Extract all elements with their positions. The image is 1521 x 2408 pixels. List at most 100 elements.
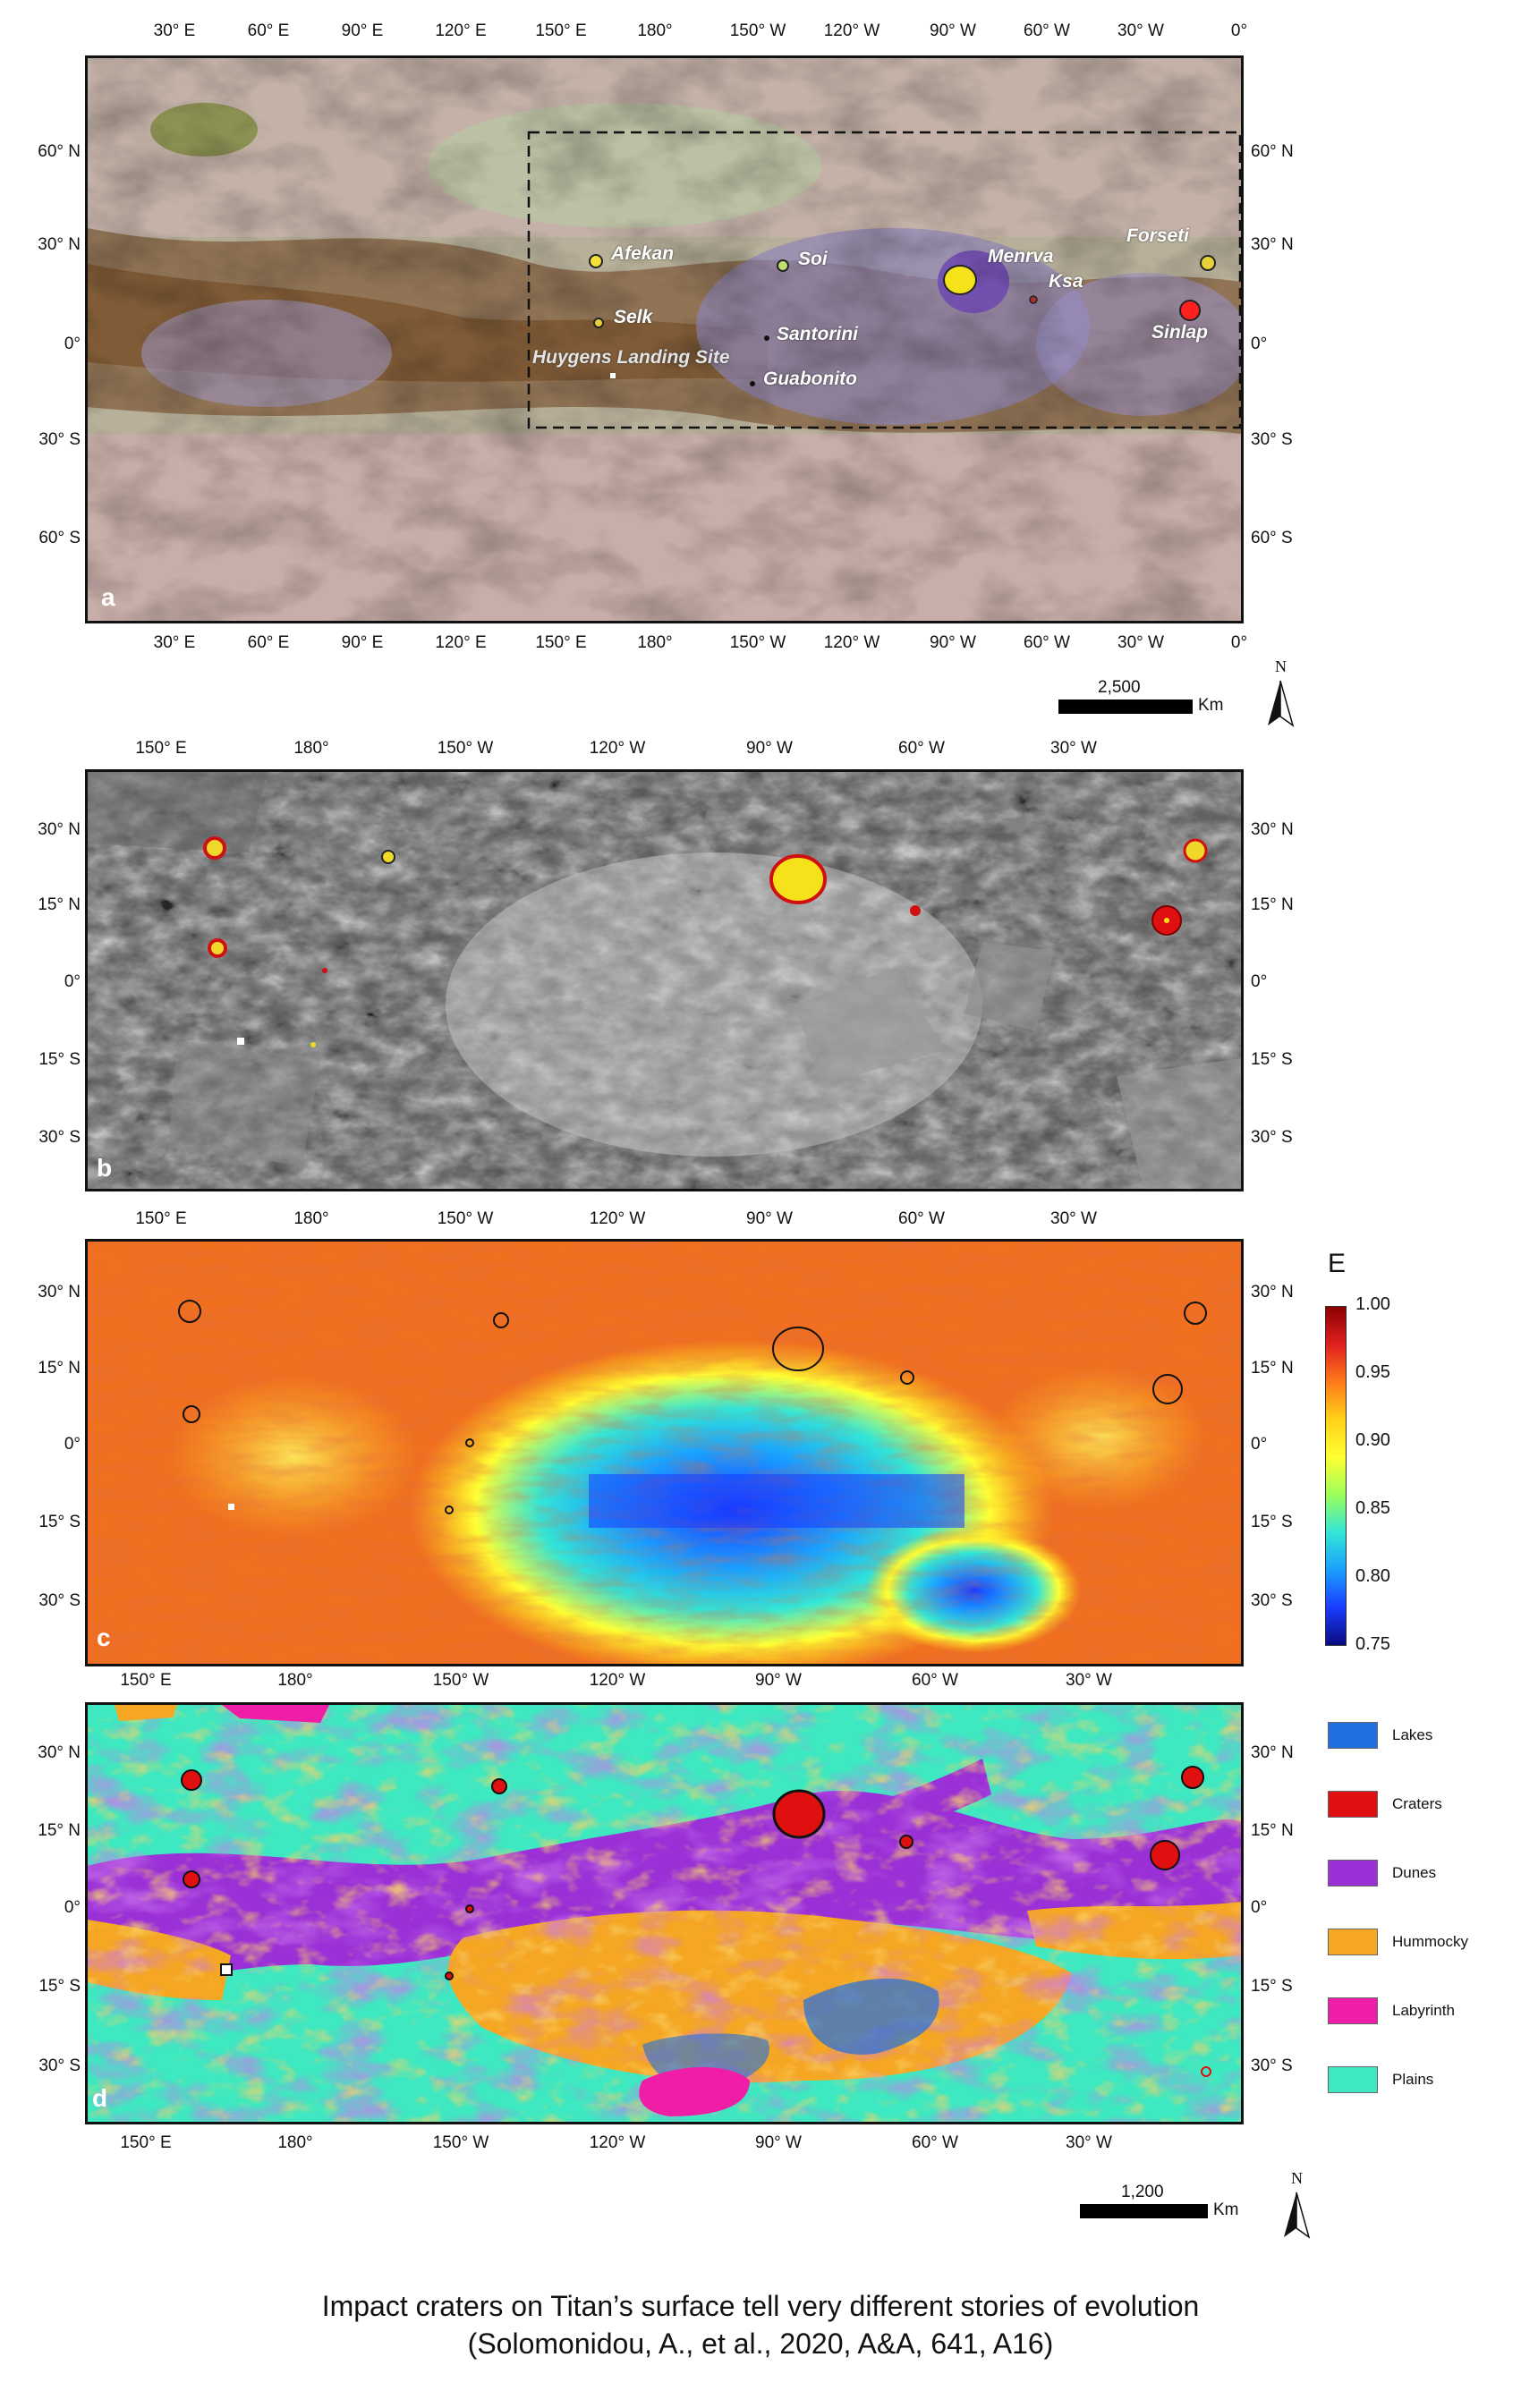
- left-tick-label: 60° S: [38, 529, 81, 547]
- north-arrow-d-label: N: [1291, 2169, 1303, 2187]
- top-tick-label: 90° E: [341, 21, 384, 40]
- left-tick-label: 30° N: [38, 820, 81, 839]
- scalebar-a-value: 2,500: [1098, 678, 1141, 697]
- right-tick-label: 0°: [1251, 1435, 1268, 1454]
- legend-label: Craters: [1392, 1795, 1442, 1812]
- top-tick-label: 150° W: [437, 739, 494, 758]
- top-tick-label: 60° E: [247, 21, 290, 40]
- scalebar-d: 1,200 Km: [1080, 2183, 1241, 2227]
- map-panel-c: [85, 1239, 1244, 1666]
- colorbar-tick-label: 0.90: [1355, 1430, 1390, 1450]
- right-tick-label: 60° S: [1251, 529, 1293, 547]
- left-tick-label: 30° N: [38, 235, 81, 254]
- legend-swatch: [1328, 2066, 1378, 2093]
- right-tick-label: 30° S: [1251, 2056, 1293, 2075]
- panel-letter-d: d: [92, 2084, 108, 2112]
- top-tick-label: 120° E: [435, 21, 487, 40]
- left-tick-label: 30° N: [38, 1743, 81, 1762]
- colorbar-tick-label: 0.75: [1355, 1634, 1390, 1654]
- label-santorini: Santorini: [777, 324, 859, 344]
- right-tick-label: 30° N: [1251, 235, 1294, 254]
- bottom-tick-label: 150° E: [535, 633, 587, 652]
- bottom-tick-label: 60° E: [247, 633, 290, 652]
- map-panel-d: [85, 1702, 1244, 2124]
- bottom-tick-label: 30° W: [1117, 633, 1164, 652]
- legend-swatch: [1328, 1791, 1378, 1818]
- right-tick-label: 30° N: [1251, 1743, 1294, 1762]
- top-tick-label: 150° E: [120, 1671, 172, 1690]
- left-tick-label: 0°: [64, 1898, 81, 1917]
- right-tick-label: 30° N: [1251, 820, 1294, 839]
- bottom-tick-label: 180°: [277, 2133, 313, 2152]
- scalebar-d-bar: [1080, 2204, 1208, 2218]
- legend-swatch: [1328, 1860, 1378, 1887]
- right-tick-label: 15° S: [1251, 1977, 1293, 1996]
- colorbar-tick-label: 1.00: [1355, 1294, 1390, 1314]
- caption-line-1: Impact craters on Titan’s surface tell v…: [321, 2290, 1200, 2322]
- label-forseti: Forseti: [1126, 225, 1190, 246]
- bottom-tick-label: 90° E: [341, 633, 384, 652]
- map-panel-a: [85, 55, 1244, 623]
- left-tick-label: 0°: [64, 972, 81, 991]
- top-tick-label: 180°: [277, 1671, 313, 1690]
- top-tick-label: 30° E: [153, 21, 196, 40]
- legend-item: Plains: [1328, 2066, 1462, 2093]
- legend-label: Hummocky: [1392, 1933, 1469, 1950]
- right-tick-label: 15° S: [1251, 1513, 1293, 1531]
- top-tick-label: 90° W: [746, 1209, 793, 1228]
- bottom-tick-label: 0°: [1230, 633, 1248, 652]
- label-sinlap: Sinlap: [1151, 322, 1209, 343]
- caption-line-2: (Solomonidou, A., et al., 2020, A&A, 641…: [467, 2327, 1054, 2360]
- left-tick-label: 30° S: [38, 2056, 81, 2075]
- colorbar-title: E: [1328, 1249, 1347, 1278]
- legend-item: Labyrinth: [1328, 1997, 1462, 2024]
- legend-item: Dunes: [1328, 1860, 1462, 1887]
- top-tick-label: 120° W: [589, 1209, 646, 1228]
- left-tick-label: 15° S: [38, 1977, 81, 1996]
- scalebar-a-unit: Km: [1198, 696, 1224, 715]
- colorbar-tick-label: 0.80: [1355, 1566, 1390, 1586]
- top-tick-label: 150° W: [729, 21, 786, 40]
- top-tick-label: 150° E: [135, 1209, 187, 1228]
- top-tick-label: 0°: [1230, 21, 1248, 40]
- bottom-tick-label: 150° E: [120, 2133, 172, 2152]
- bottom-tick-label: 90° W: [755, 2133, 802, 2152]
- left-tick-label: 15° N: [38, 1821, 81, 1840]
- right-tick-label: 0°: [1251, 335, 1268, 353]
- sar-mosaic-image: [88, 772, 1241, 1189]
- legend-item: Craters: [1328, 1791, 1462, 1818]
- top-tick-label: 150° E: [535, 21, 587, 40]
- left-tick-label: 15° N: [38, 1359, 81, 1378]
- legend-item: Hummocky: [1328, 1929, 1468, 1955]
- geomorphological-map-image: [88, 1705, 1241, 2122]
- colorbar: [1325, 1306, 1347, 1646]
- label-ksa: Ksa: [1049, 271, 1083, 292]
- top-tick-label: 30° W: [1117, 21, 1164, 40]
- legend-label: Plains: [1392, 2071, 1434, 2088]
- colorbar-tick-label: 0.85: [1355, 1498, 1390, 1518]
- north-arrow-icon: [1284, 2192, 1311, 2239]
- right-tick-label: 0°: [1251, 1898, 1268, 1917]
- bottom-tick-label: 150° W: [729, 633, 786, 652]
- right-tick-label: 30° N: [1251, 1283, 1294, 1302]
- study-area-box: [527, 131, 1241, 429]
- label-menrva: Menrva: [988, 246, 1054, 267]
- bottom-tick-label: 120° W: [589, 2133, 646, 2152]
- bottom-tick-label: 90° W: [930, 633, 976, 652]
- top-tick-label: 120° W: [589, 1671, 646, 1690]
- right-tick-label: 30° S: [1251, 1128, 1293, 1147]
- top-tick-label: 120° W: [589, 739, 646, 758]
- bottom-tick-label: 60° W: [912, 2133, 958, 2152]
- legend-swatch: [1328, 1929, 1378, 1955]
- top-tick-label: 60° W: [898, 1209, 945, 1228]
- top-tick-label: 30° W: [1066, 1671, 1112, 1690]
- bottom-tick-label: 120° W: [823, 633, 880, 652]
- legend-label: Lakes: [1392, 1726, 1433, 1743]
- left-tick-label: 60° N: [38, 142, 81, 161]
- top-tick-label: 150° W: [437, 1209, 494, 1228]
- scalebar-d-value: 1,200: [1121, 2183, 1164, 2201]
- legend-label: Dunes: [1392, 1864, 1437, 1881]
- right-tick-label: 15° N: [1251, 1359, 1294, 1378]
- bottom-tick-label: 180°: [637, 633, 673, 652]
- legend-swatch: [1328, 1722, 1378, 1749]
